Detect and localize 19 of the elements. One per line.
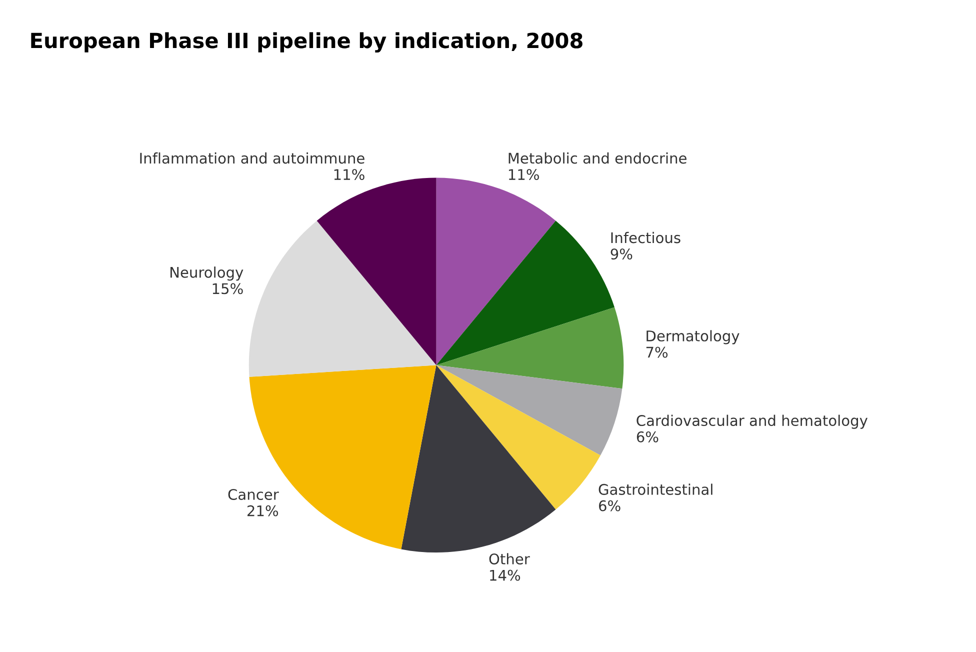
data-label: 7% [646, 346, 668, 358]
data-label: 15% [212, 283, 243, 294]
slice-label: Dermatology [646, 330, 740, 344]
data-label: 11% [508, 169, 539, 180]
slice-label: Metabolic and endocrine [508, 152, 686, 164]
data-label: 14% [490, 570, 520, 581]
slice-label: Gastrointestinal [598, 484, 712, 495]
data-label: 6% [636, 431, 658, 442]
data-label: 9% [610, 248, 632, 260]
data-label: 11% [334, 169, 364, 180]
data-label: 6% [599, 500, 620, 512]
chart-title: European Phase III pipeline by indication, 2008 [31, 32, 582, 53]
slice-label: Infectious [611, 232, 680, 244]
data-label: 21% [247, 505, 278, 516]
slice-label: Cardiovascular and hematology [636, 414, 868, 429]
slice-label: Other [489, 553, 530, 564]
slice-label: Cancer [228, 488, 279, 500]
slice-label: Neurology [170, 266, 244, 281]
slice-label: Inflammation and autoimmune [140, 152, 364, 164]
